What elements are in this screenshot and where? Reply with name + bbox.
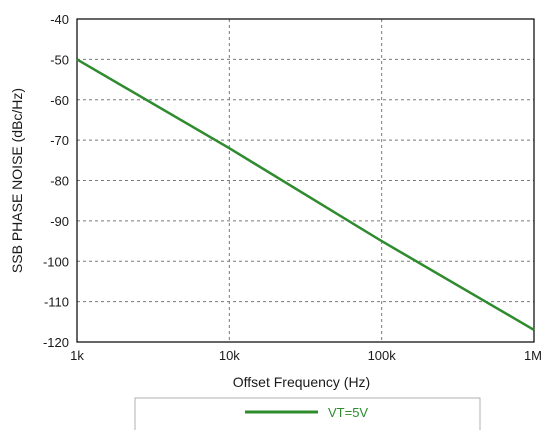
y-tick-labels: -40 -50 -60 -70 -80 -90 -100 -110 -120 — [43, 12, 69, 350]
y-tick-label: -80 — [50, 174, 69, 189]
y-tick-label: -90 — [50, 214, 69, 229]
y-tick-label: -50 — [50, 52, 69, 67]
x-tick-label: 1k — [70, 348, 84, 363]
y-tick-label: -40 — [50, 12, 69, 27]
y-tick-label: -70 — [50, 133, 69, 148]
y-tick-label: -100 — [43, 254, 69, 269]
x-axis-title: Offset Frequency (Hz) — [233, 374, 370, 390]
y-tick-label: -60 — [50, 93, 69, 108]
legend: VT=5V — [134, 397, 481, 430]
x-tick-label: 10k — [219, 348, 240, 363]
legend-label-vt-5v: VT=5V — [328, 405, 368, 420]
series-line-vt-5v — [76, 58, 535, 331]
y-axis-title: SSB PHASE NOISE (dBc/Hz) — [9, 88, 25, 273]
x-tick-label: 1M — [524, 348, 542, 363]
y-tick-label: -120 — [43, 335, 69, 350]
x-tick-label: 100k — [368, 348, 397, 363]
plot-frame — [76, 18, 535, 343]
y-tick-label: -110 — [44, 295, 69, 310]
series-layer — [76, 58, 535, 331]
grid-lines — [77, 19, 534, 342]
x-tick-labels: 1k 10k 100k 1M — [70, 348, 542, 363]
legend-box — [134, 397, 481, 430]
